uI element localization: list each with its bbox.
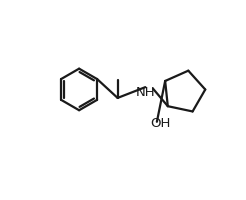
Text: OH: OH <box>151 117 171 130</box>
Text: NH: NH <box>136 86 155 99</box>
